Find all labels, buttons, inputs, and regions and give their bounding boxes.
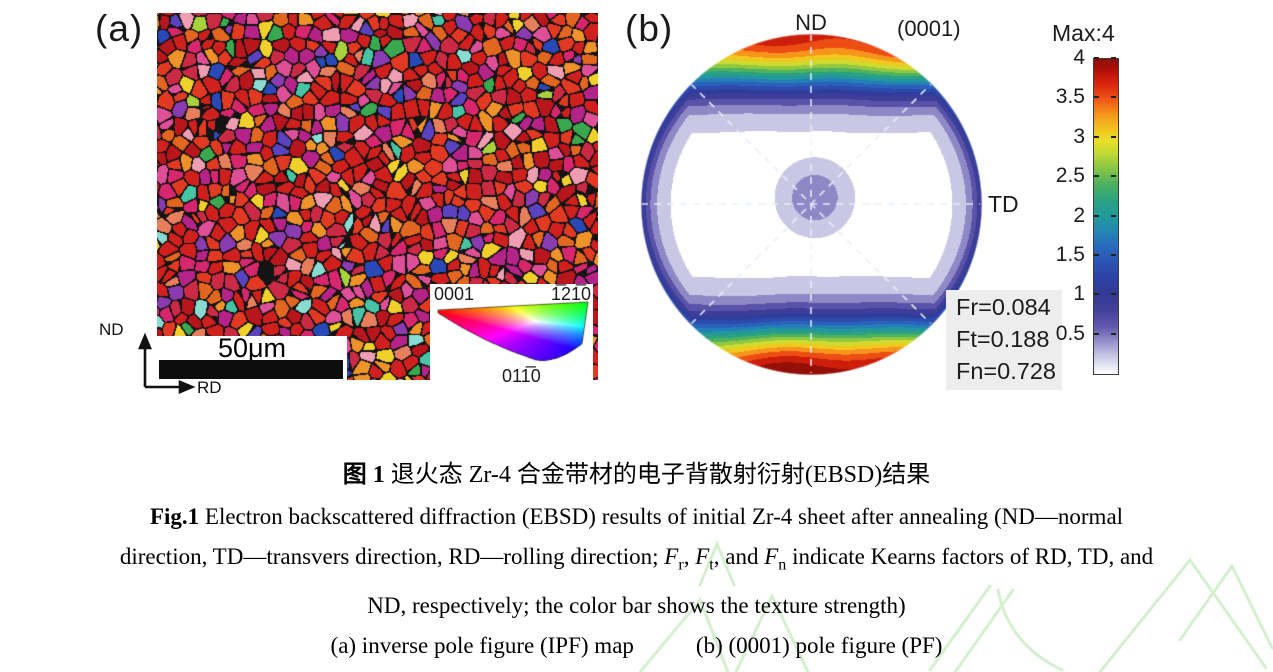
caption-fig-number-zh: 图 1	[342, 462, 385, 488]
caption-line-zh: 图 1 退火态 Zr-4 合金带材的电子背散射衍射(EBSD)结果	[342, 462, 931, 488]
caption-segment: direction, TD—transvers direction, RD—ro…	[119, 544, 665, 569]
pole-figure-td-label: TD	[988, 191, 1019, 217]
pole-figure-image	[639, 32, 983, 376]
rd-axis-label: RD	[197, 378, 222, 397]
panel-a-label: (a)	[95, 8, 144, 49]
caption-segment: r	[678, 556, 684, 574]
ipf-key-wedge-image	[430, 284, 593, 392]
caption-segment: indicate Kearns factors of RD, TD, and	[786, 544, 1154, 569]
caption-segment: n	[778, 556, 787, 574]
figure-caption: 图 1 退火态 Zr-4 合金带材的电子背散射衍射(EBSD)结果 Fig.1 …	[0, 453, 1273, 666]
ipf-color-key: 0001 1̅21̅0 011̅0	[430, 284, 593, 392]
caption-line-en-3: ND, respectively; the color bar shows th…	[367, 592, 906, 618]
scale-bar-label: 50μm	[217, 333, 287, 363]
caption-segment: ,	[683, 544, 696, 569]
caption-segment: F	[664, 544, 679, 569]
scale-bar	[159, 360, 343, 379]
caption-fig-number-en: Fig.1	[149, 504, 200, 529]
scale-bar-inset: 50μm	[157, 333, 347, 380]
caption-line-en-1: Fig.1 Electron backscattered diffraction…	[149, 504, 1124, 529]
caption-subpanel-b: (b) (0001) pole figure (PF)	[695, 632, 943, 658]
rd-arrowhead-icon	[178, 380, 196, 394]
pole-figure-nd-label: ND	[795, 10, 827, 35]
caption-segment: t	[709, 556, 714, 574]
caption-segment: , and	[713, 544, 765, 569]
nd-arrowhead-icon	[138, 332, 152, 350]
kearns-ft: Ft=0.188	[956, 326, 1050, 352]
kearns-fr: Fr=0.084	[956, 294, 1051, 320]
caption-segment: F	[695, 544, 710, 569]
axes-arrows	[138, 332, 196, 394]
caption-subpanel-a: (a) inverse pole figure (IPF) map	[330, 632, 634, 658]
colorbar-max-label: Max:4	[1052, 20, 1115, 46]
caption-subpanel-line: (a) inverse pole figure (IPF) map (b) (00…	[0, 626, 1273, 666]
nd-axis-label: ND	[99, 320, 124, 339]
caption-segment: F	[764, 544, 779, 569]
colorbar	[1093, 58, 1119, 375]
kearns-factors: Fr=0.084 Ft=0.188 Fn=0.728	[946, 290, 1062, 390]
kearns-fn: Fn=0.728	[956, 358, 1056, 384]
caption-line-en-2: direction, TD—transvers direction, RD—ro…	[0, 537, 1273, 586]
